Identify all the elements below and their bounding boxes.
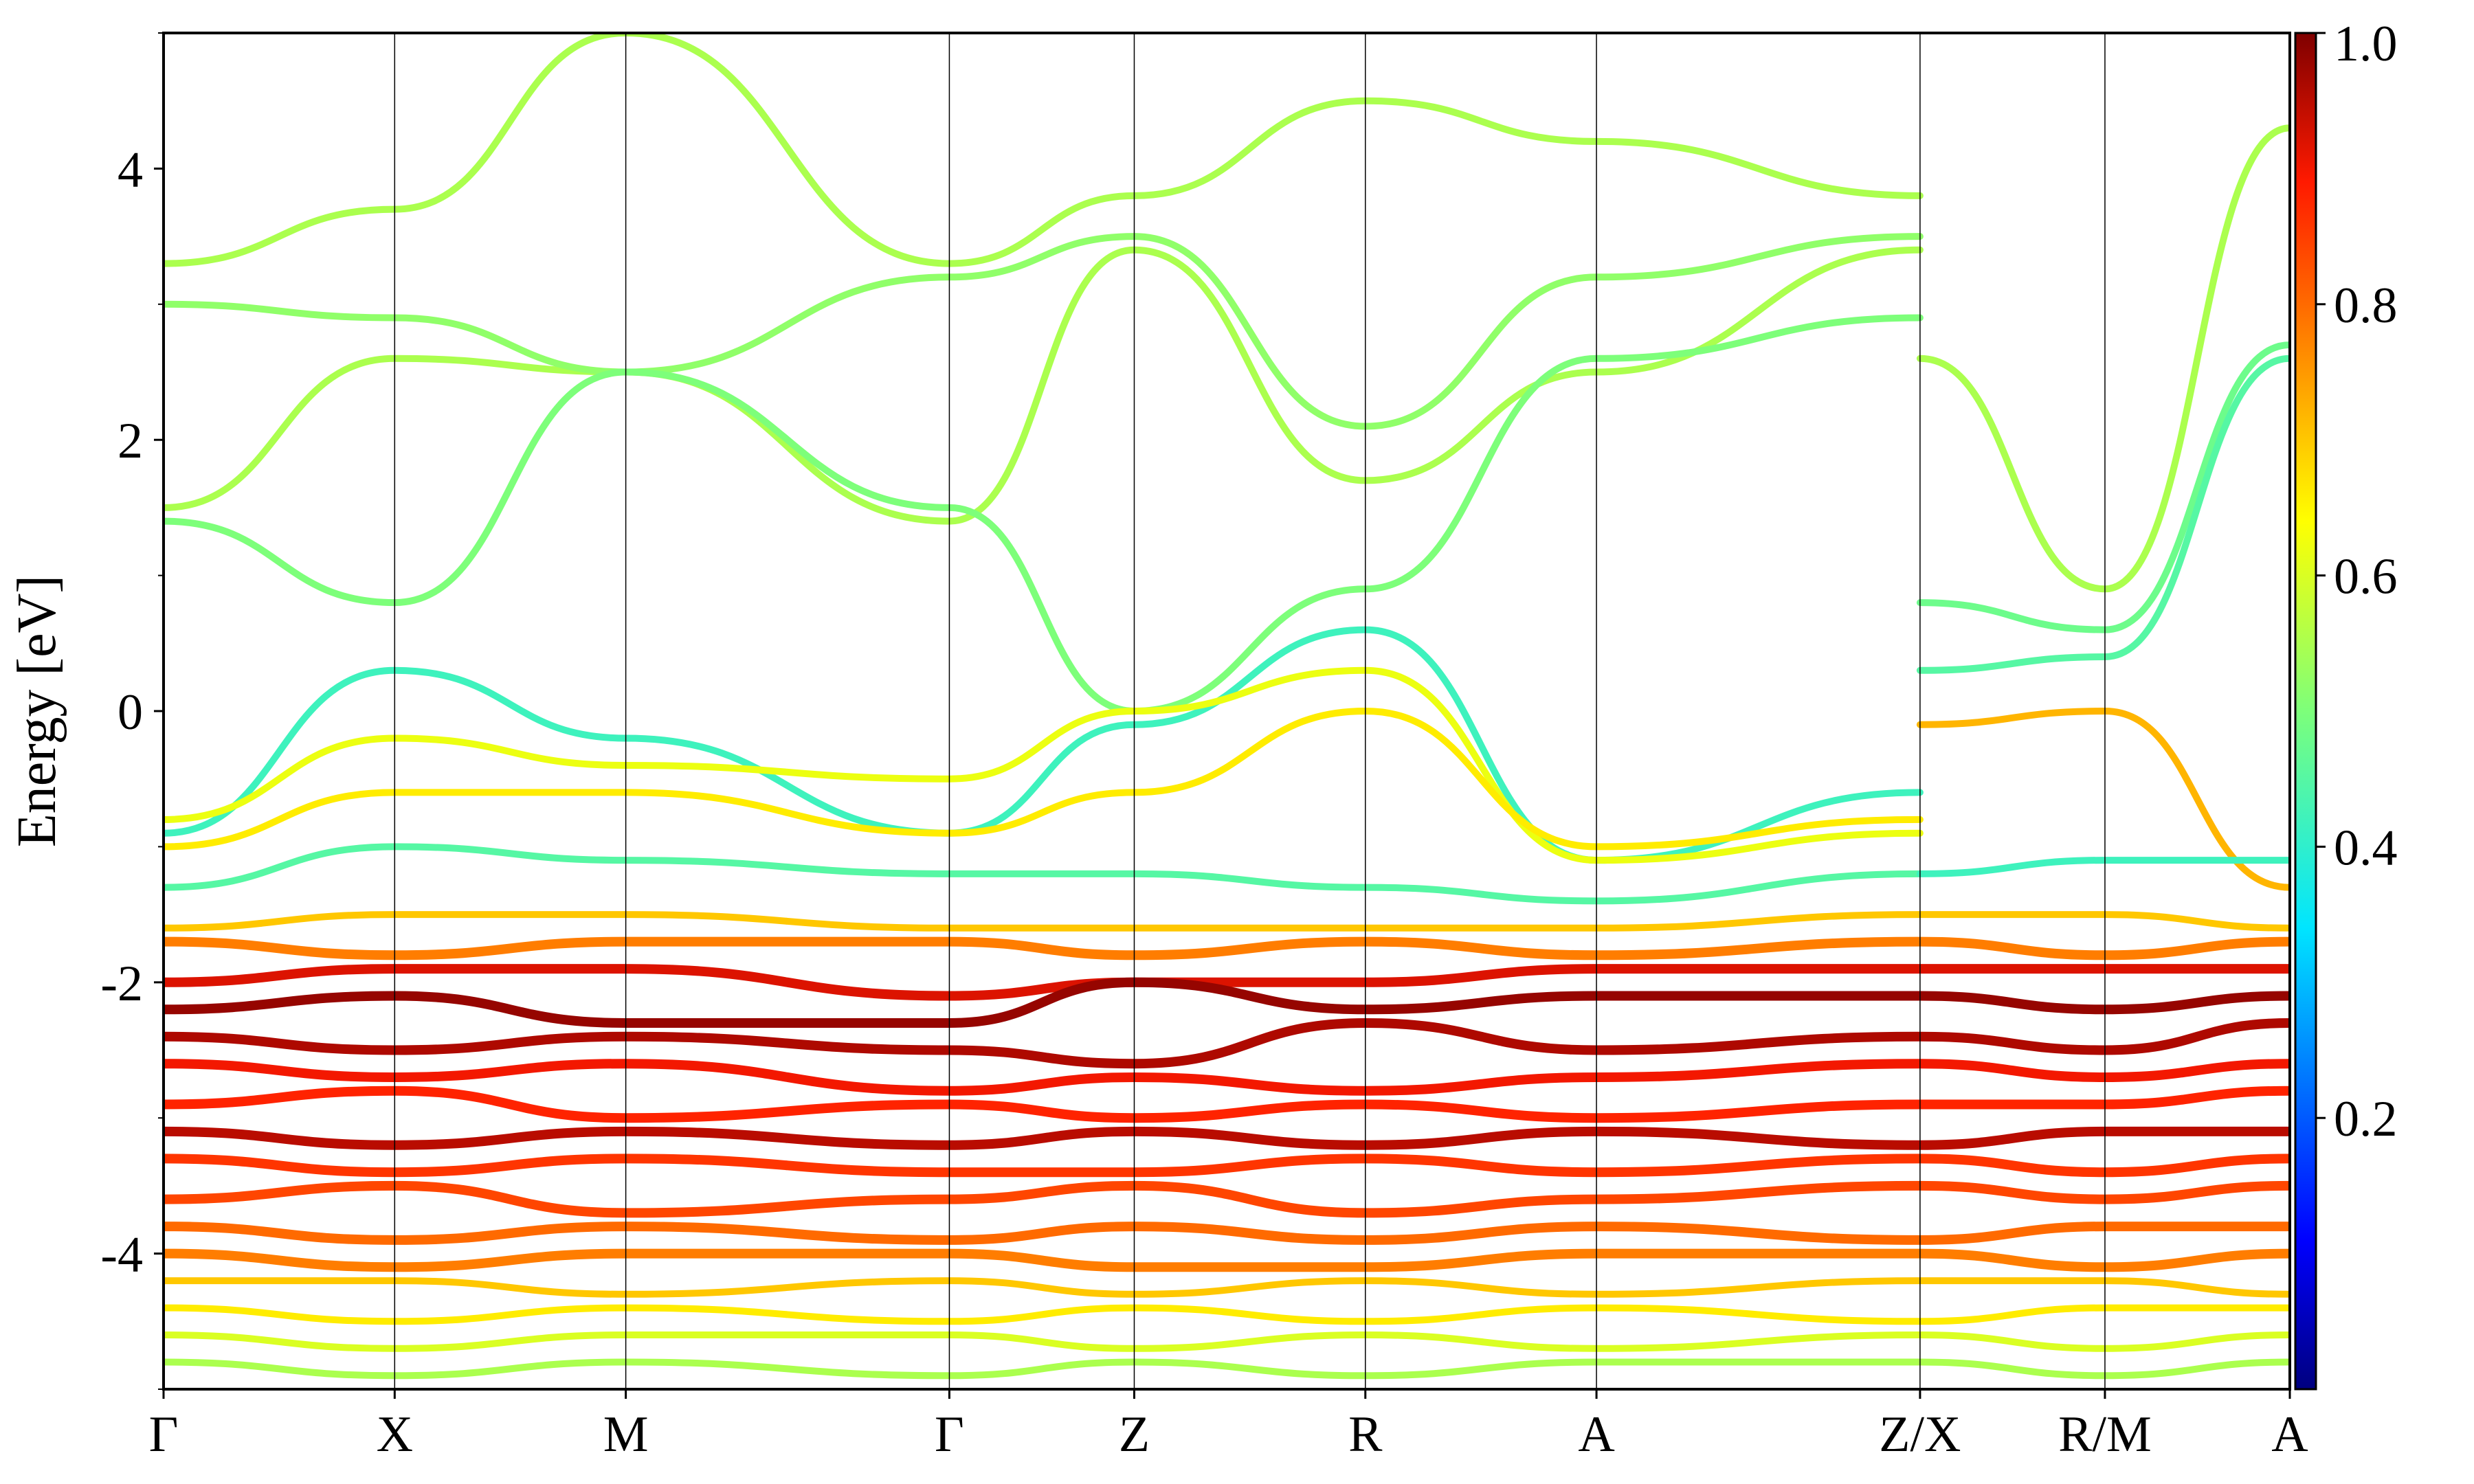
y-tick-label: 0 — [118, 684, 143, 741]
band-line — [1916, 341, 2290, 633]
band-line — [164, 977, 2290, 1028]
band-line — [164, 1222, 2290, 1245]
colorbar-tick-label: 1.0 — [2334, 16, 2398, 72]
y-axis-label: Energy [eV] — [7, 575, 67, 847]
x-tick-label: Z — [1119, 1406, 1150, 1463]
x-tick-label: M — [603, 1406, 649, 1463]
band-line — [164, 33, 1924, 267]
band-line — [164, 1180, 2290, 1218]
colorbar — [2294, 32, 2317, 1391]
colorbar-tick-label: 0.4 — [2334, 820, 2398, 876]
band-line — [164, 936, 2290, 960]
x-tick-label: Γ — [935, 1406, 964, 1463]
band-line — [1916, 124, 2290, 593]
x-axis-ticks: Γ X M Γ Z R A Z/X R/M A — [149, 1389, 2308, 1463]
band-line — [164, 1086, 2290, 1123]
band-line — [164, 1248, 2290, 1272]
band-line — [164, 1277, 2290, 1298]
band-line — [164, 707, 1924, 851]
x-tick-label: Γ — [149, 1406, 179, 1463]
band-line — [164, 1331, 2290, 1352]
colorbar-tick-label: 0.2 — [2334, 1091, 2398, 1147]
band-line — [1916, 355, 2290, 674]
y-tick-label: 4 — [118, 142, 143, 198]
colorbar-tick-label: 0.8 — [2334, 278, 2398, 334]
y-tick-label: -2 — [100, 956, 143, 1012]
band-line — [164, 1154, 2290, 1178]
y-tick-label: 2 — [118, 413, 143, 469]
band-line — [164, 246, 1924, 525]
x-tick-label: R/M — [2058, 1406, 2152, 1463]
x-tick-label: R — [1348, 1406, 1383, 1463]
x-tick-label: X — [377, 1406, 413, 1463]
band-line — [164, 233, 1924, 430]
band-line — [164, 1059, 2290, 1096]
band-line — [164, 964, 2290, 1001]
x-tick-label: A — [1578, 1406, 1614, 1463]
x-tick-label: A — [2271, 1406, 2308, 1463]
high-symmetry-lines — [394, 33, 2106, 1389]
x-tick-label: Z/X — [1879, 1406, 1961, 1463]
y-axis-ticks: -4 -2 0 2 4 — [100, 32, 164, 1390]
colorbar-tick-label: 0.6 — [2334, 549, 2398, 605]
band-line — [164, 666, 1924, 864]
y-tick-label: -4 — [100, 1227, 143, 1283]
colorbar-ticks: 0.2 0.4 0.6 0.8 1.0 — [2316, 16, 2398, 1147]
band-line — [164, 1018, 2290, 1069]
band-line — [164, 911, 2290, 932]
band-line — [1916, 707, 2290, 891]
band-line — [164, 1358, 2290, 1380]
band-lines — [164, 33, 2290, 1380]
band-line — [164, 1304, 2290, 1325]
band-line — [164, 1126, 2290, 1150]
band-line — [164, 314, 1924, 715]
